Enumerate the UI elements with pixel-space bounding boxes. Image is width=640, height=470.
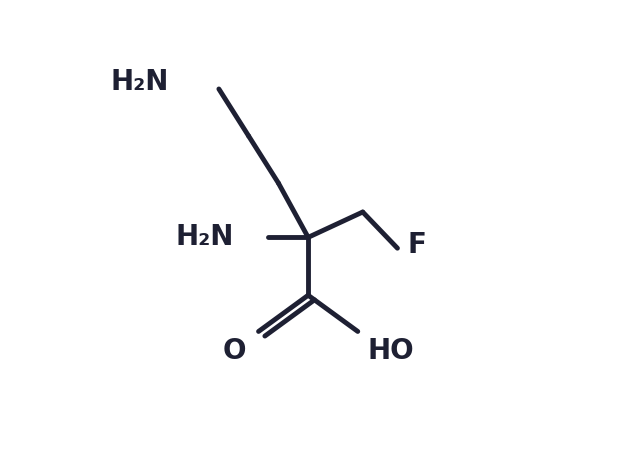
Text: O: O (223, 337, 246, 365)
Text: HO: HO (368, 337, 414, 365)
Text: H₂N: H₂N (175, 223, 234, 251)
Text: F: F (408, 231, 426, 259)
Text: H₂N: H₂N (111, 68, 169, 96)
